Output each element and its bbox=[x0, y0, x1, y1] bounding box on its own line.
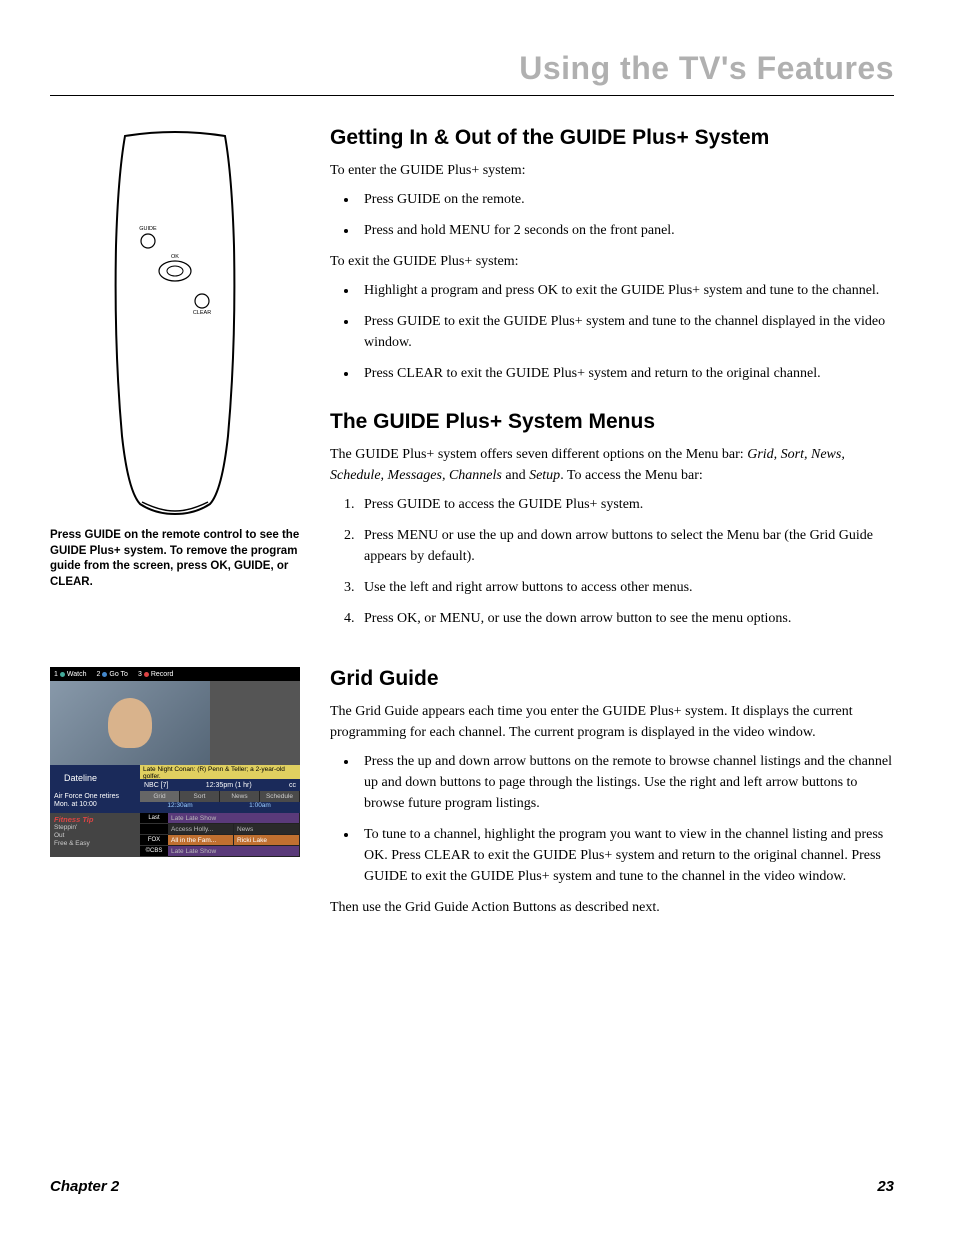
section1-title: Getting In & Out of the GUIDE Plus+ Syst… bbox=[330, 126, 894, 150]
ss-num: 3 bbox=[138, 671, 142, 678]
bullet-item: Press GUIDE on the remote. bbox=[358, 189, 894, 210]
chapter-label: Chapter 2 bbox=[50, 1178, 119, 1195]
bullet-item: Press CLEAR to exit the GUIDE Plus+ syst… bbox=[358, 363, 894, 384]
svg-text:GUIDE: GUIDE bbox=[139, 226, 157, 232]
text: . To access the Menu bar: bbox=[560, 468, 703, 483]
ss-topbar: 1 Watch 2 Go To 3 Record bbox=[50, 667, 300, 681]
ss-logo: Last bbox=[140, 813, 168, 824]
section1-body: Getting In & Out of the GUIDE Plus+ Syst… bbox=[330, 126, 894, 639]
text: Out bbox=[54, 832, 136, 840]
ss-logo bbox=[140, 824, 168, 835]
ss-tab: Grid bbox=[140, 791, 180, 802]
row-section3: 1 Watch 2 Go To 3 Record Dateline Late Nigh… bbox=[50, 667, 894, 926]
section2-title: The GUIDE Plus+ System Menus bbox=[330, 410, 894, 434]
ss-ch: NBC [7] bbox=[144, 782, 169, 789]
ss-num: 2 bbox=[96, 671, 100, 678]
text: and bbox=[502, 468, 529, 483]
ss-prog: Ricki Lake bbox=[234, 835, 300, 846]
text: Mon. at 10:00 bbox=[54, 801, 136, 809]
ss-menu-tabs: Grid Sort News Schedule bbox=[140, 791, 300, 802]
dot-icon bbox=[60, 672, 65, 677]
page-number: 23 bbox=[877, 1178, 894, 1195]
text: 12:30am bbox=[140, 802, 220, 813]
svg-text:OK: OK bbox=[171, 254, 179, 260]
section3-outro: Then use the Grid Guide Action Buttons a… bbox=[330, 897, 894, 918]
ss-tab: News bbox=[220, 791, 260, 802]
step-item: Press GUIDE to access the GUIDE Plus+ sy… bbox=[358, 494, 894, 515]
step-item: Use the left and right arrow buttons to … bbox=[358, 577, 894, 598]
bullet-item: Press the up and down arrow buttons on t… bbox=[358, 751, 894, 814]
text: Steppin' bbox=[54, 824, 136, 832]
section3-title: Grid Guide bbox=[330, 667, 894, 691]
ss-label: Watch bbox=[67, 671, 87, 678]
ss-row: Access Holly...News bbox=[140, 824, 300, 835]
text: Free & Easy bbox=[54, 840, 136, 848]
face-icon bbox=[108, 698, 152, 748]
ss-logo: ©CBS bbox=[140, 846, 168, 857]
guide-screenshot: 1 Watch 2 Go To 3 Record Dateline Late Nigh… bbox=[50, 667, 300, 857]
ss-news-promo: Air Force One retires Mon. at 10:00 bbox=[50, 791, 140, 813]
bullet-item: Highlight a program and press OK to exit… bbox=[358, 280, 894, 301]
step-item: Press MENU or use the up and down arrow … bbox=[358, 525, 894, 567]
ss-prog: Late Late Show bbox=[168, 813, 300, 824]
section3-body: Grid Guide The Grid Guide appears each t… bbox=[330, 667, 894, 926]
text: Air Force One retires bbox=[54, 793, 136, 801]
ss-tab: Schedule bbox=[260, 791, 300, 802]
remote-caption: Press GUIDE on the remote control to see… bbox=[50, 528, 300, 590]
ss-logo: FOX bbox=[140, 835, 168, 846]
ss-fitness-ad: Fitness Tip Steppin' Out Free & Easy bbox=[50, 813, 140, 857]
page-header: Using the TV's Features bbox=[50, 50, 894, 96]
text: The GUIDE Plus+ system offers seven diff… bbox=[330, 447, 747, 462]
screenshot-figure: 1 Watch 2 Go To 3 Record Dateline Late Nigh… bbox=[50, 667, 300, 926]
ss-time-header: 12:30am 1:00am bbox=[140, 802, 300, 813]
text: 1:00am bbox=[220, 802, 300, 813]
ss-dateline: Dateline bbox=[50, 765, 140, 791]
ss-prog: News bbox=[234, 824, 300, 835]
ss-tab: Sort bbox=[180, 791, 220, 802]
svg-text:CLEAR: CLEAR bbox=[193, 310, 211, 316]
ss-label: Record bbox=[151, 671, 174, 678]
dot-icon bbox=[144, 672, 149, 677]
step-item: Press OK, or MENU, or use the down arrow… bbox=[358, 608, 894, 629]
text: Fitness Tip bbox=[54, 815, 136, 824]
row-section1: GUIDE OK CLEAR Press GUIDE on the remote… bbox=[50, 126, 894, 639]
ss-program-desc: Late Night Conan: (R) Penn & Teller; a 2… bbox=[140, 765, 300, 779]
remote-figure: GUIDE OK CLEAR Press GUIDE on the remote… bbox=[50, 126, 300, 639]
text: Last bbox=[148, 815, 159, 821]
bullet-item: Press and hold MENU for 2 seconds on the… bbox=[358, 220, 894, 241]
section1-intro2: To exit the GUIDE Plus+ system: bbox=[330, 251, 894, 272]
ss-row: ©CBSLate Late Show bbox=[140, 846, 300, 857]
remote-illustration: GUIDE OK CLEAR bbox=[90, 126, 260, 516]
section3-bullets: Press the up and down arrow buttons on t… bbox=[358, 751, 894, 887]
section3-intro: The Grid Guide appears each time you ent… bbox=[330, 701, 894, 743]
ss-row: Last Late Late Show bbox=[140, 813, 300, 824]
ss-cc: cc bbox=[289, 782, 296, 789]
ss-num: 1 bbox=[54, 671, 58, 678]
bullet-item: Press GUIDE to exit the GUIDE Plus+ syst… bbox=[358, 311, 894, 353]
page-footer: Chapter 2 23 bbox=[50, 1178, 894, 1195]
dot-icon bbox=[102, 672, 107, 677]
bullet-item: To tune to a channel, highlight the prog… bbox=[358, 824, 894, 887]
section1-bullets1: Press GUIDE on the remote. Press and hol… bbox=[358, 189, 894, 241]
ss-time: 12:35pm (1 hr) bbox=[206, 782, 252, 789]
ss-program-grid: Last Late Late Show Access Holly...News F… bbox=[140, 813, 300, 857]
section2-intro: The GUIDE Plus+ system offers seven diff… bbox=[330, 444, 894, 486]
section1-bullets2: Highlight a program and press OK to exit… bbox=[358, 280, 894, 384]
ss-prog: Late Late Show bbox=[168, 846, 300, 857]
ss-ad-panel bbox=[210, 681, 300, 765]
ss-channel-bar: NBC [7] 12:35pm (1 hr) cc bbox=[140, 779, 300, 791]
text-italic: Setup bbox=[529, 468, 560, 483]
ss-label: Go To bbox=[109, 671, 128, 678]
section2-steps: Press GUIDE to access the GUIDE Plus+ sy… bbox=[358, 494, 894, 629]
section1-intro1: To enter the GUIDE Plus+ system: bbox=[330, 160, 894, 181]
ss-row: FOXAll in the Fam...Ricki Lake bbox=[140, 835, 300, 846]
ss-prog: All in the Fam... bbox=[168, 835, 234, 846]
ss-prog: Access Holly... bbox=[168, 824, 234, 835]
ss-video-window bbox=[50, 681, 210, 765]
